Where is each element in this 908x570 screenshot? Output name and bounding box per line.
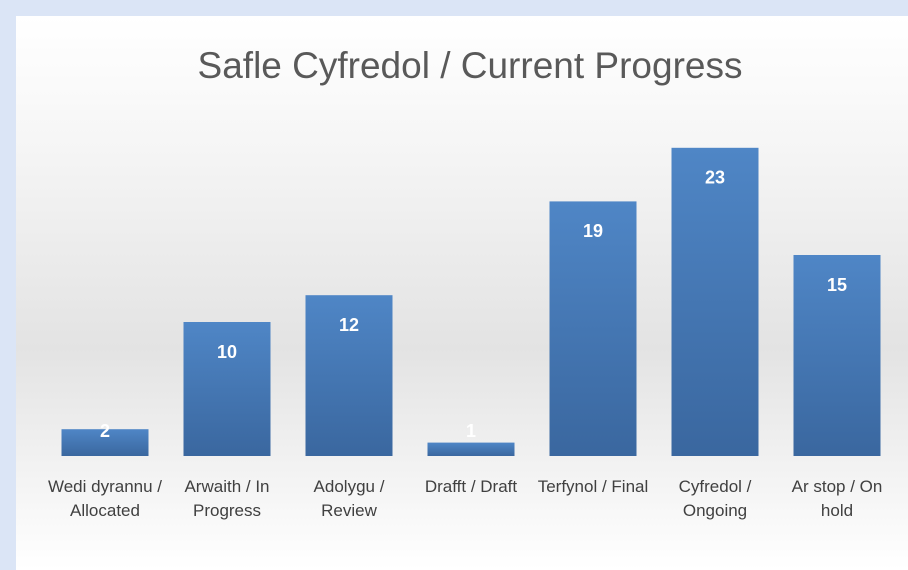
chart-title: Safle Cyfredol / Current Progress [198,45,743,86]
x-tick-label: Ar stop / On hold [791,477,883,520]
x-tick-label: Drafft / Draft [424,477,518,496]
bar [549,201,637,456]
bar [671,147,759,457]
bar [793,255,881,456]
data-label: 12 [339,315,359,335]
data-label: 15 [827,275,847,295]
x-tick-label: Cyfredol / Ongoing [678,477,752,520]
data-label: 1 [466,421,476,441]
x-tick-label: Wedi dyrannu / Allocated [47,477,163,520]
data-label: 23 [705,168,725,188]
data-label: 2 [100,421,110,441]
x-tick-label: Arwaith / In Progress [184,477,270,520]
x-tick-label: Adolygu / Review [313,477,385,520]
bar [305,295,393,456]
bar [61,429,149,456]
bar [427,442,515,456]
x-tick-label: Terfynol / Final [537,477,649,496]
chart-area [16,16,908,570]
data-label: 10 [217,342,237,362]
bar [183,322,271,456]
data-label: 19 [583,221,603,241]
